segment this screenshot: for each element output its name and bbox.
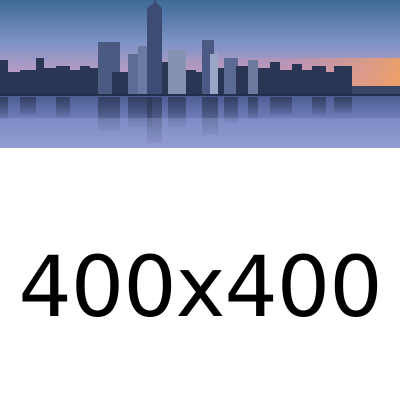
skyline-photo [0,0,400,148]
dimensions-label: 400x400 [18,238,382,336]
waterline [0,94,400,97]
skyline-buildings [0,0,400,96]
skyline-reflection [0,97,352,143]
